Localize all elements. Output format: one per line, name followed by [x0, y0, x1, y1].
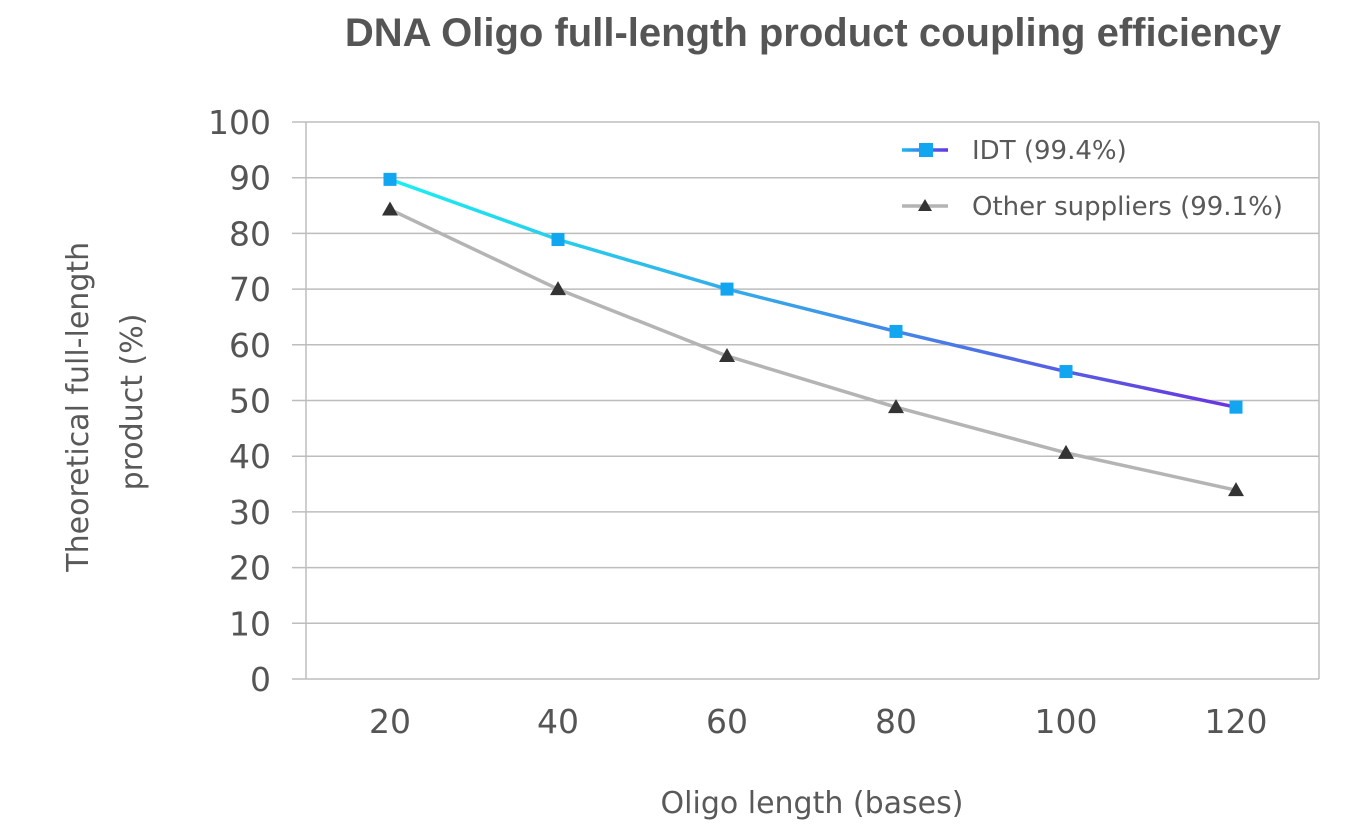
legend-idt-label: IDT (99.4%) [972, 136, 1127, 166]
y-axis-ticks: 0 10 20 30 40 50 60 70 80 90 100 [208, 103, 271, 699]
x-axis-label: Oligo length (bases) [661, 786, 964, 821]
y-tick-label: 90 [229, 159, 271, 198]
point-idt [889, 324, 903, 338]
x-tick-label: 60 [706, 702, 748, 741]
legend-idt-marker [919, 143, 933, 157]
series-line-other-suppliers [389, 207, 1237, 492]
series-line-idt [389, 177, 1237, 409]
y-tick-label: 0 [250, 660, 271, 699]
x-tick-label: 120 [1205, 702, 1268, 741]
x-tick-label: 100 [1035, 702, 1098, 741]
point-other-suppliers [1058, 444, 1074, 459]
point-other-suppliers [888, 399, 904, 414]
x-tick-label: 20 [369, 702, 411, 741]
y-axis-label: Theoretical full-length product (%) [61, 232, 150, 572]
legend-other-label: Other suppliers (99.1%) [972, 192, 1283, 222]
y-tick-label: 10 [229, 604, 271, 643]
y-axis-label-line-1: Theoretical full-length [61, 242, 96, 573]
y-tick-label: 40 [229, 437, 271, 476]
point-other-suppliers [719, 347, 735, 362]
series-layer [382, 172, 1244, 497]
y-tick-label: 70 [229, 270, 271, 309]
y-tick-label: 50 [229, 382, 271, 421]
y-axis-label-line-2: product (%) [115, 314, 150, 491]
x-axis-ticks: 20 40 60 80 100 120 [369, 702, 1268, 741]
y-tick-label: 100 [208, 103, 271, 142]
point-idt [1229, 400, 1243, 414]
y-tick-label: 20 [229, 549, 271, 588]
point-other-suppliers [550, 281, 566, 296]
point-idt [1059, 365, 1073, 379]
point-idt [720, 282, 734, 296]
y-tick-label: 60 [229, 326, 271, 365]
x-tick-label: 80 [875, 702, 917, 741]
x-tick-label: 40 [537, 702, 579, 741]
gridlines [292, 121, 1319, 680]
point-other-suppliers [1228, 482, 1244, 497]
point-other-suppliers [382, 201, 398, 216]
legend-other-marker [918, 199, 932, 211]
y-tick-label: 30 [229, 493, 271, 532]
legend: IDT (99.4%) Other suppliers (99.1%) [902, 136, 1283, 222]
point-idt [551, 233, 565, 247]
point-idt [383, 172, 397, 186]
y-tick-label: 80 [229, 214, 271, 253]
chart-title: DNA Oligo full-length product coupling e… [345, 11, 1282, 55]
